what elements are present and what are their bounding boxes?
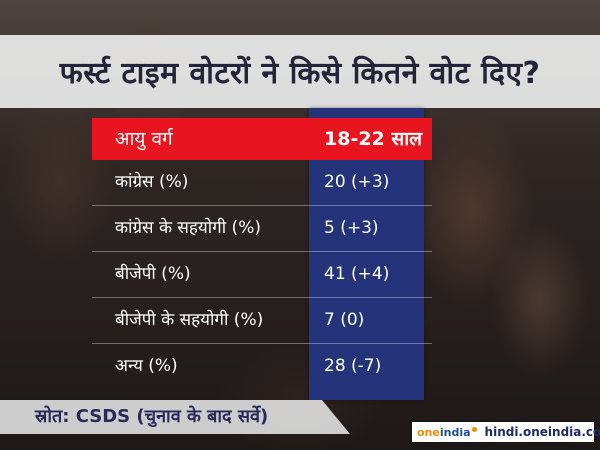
oneindia-logo: one india (412, 422, 481, 442)
page-title: फर्स्ट टाइम वोटरों ने किसे कितने वोट दिए… (59, 56, 541, 91)
source-text: स्रोत: CSDS (चुनाव के बाद सर्वे) (35, 406, 269, 427)
logo-one-text: one (417, 425, 440, 439)
brand-url: hindi.oneindia.com (484, 425, 600, 439)
source-banner: स्रोत: CSDS (चुनाव के बाद सर्वे) (0, 400, 350, 434)
row-label: बीजेपी के सहयोगी (%) (115, 310, 264, 330)
row-value: 7 (0) (324, 310, 365, 330)
row-label: अन्य (%) (115, 356, 178, 376)
row-label: कांग्रेस के सहयोगी (%) (115, 218, 261, 238)
table-row: बीजेपी के सहयोगी (%) 7 (0) (92, 300, 432, 344)
header-label: आयु वर्ग (115, 128, 173, 150)
table-row: बीजेपी (%) 41 (+4) (92, 254, 432, 298)
table-header-row: आयु वर्ग 18-22 साल (92, 118, 432, 160)
row-label: बीजेपी (%) (115, 264, 191, 284)
row-value: 28 (-7) (324, 356, 382, 376)
table-row: कांग्रेस के सहयोगी (%) 5 (+3) (92, 208, 432, 252)
header-value: 18-22 साल (324, 128, 423, 150)
row-value: 20 (+3) (324, 172, 390, 192)
logo-dot-icon (471, 426, 477, 432)
row-label: कांग्रेस (%) (115, 172, 189, 192)
table-row: अन्य (%) 28 (-7) (92, 346, 432, 390)
logo-india-text: india (439, 425, 471, 439)
row-value: 5 (+3) (324, 218, 379, 238)
table-row: कांग्रेस (%) 20 (+3) (92, 162, 432, 206)
row-value: 41 (+4) (324, 264, 390, 284)
title-banner: फर्स्ट टाइम वोटरों ने किसे कितने वोट दिए… (0, 35, 600, 108)
brand-footer: oneindia hindi.oneindia.com (412, 422, 600, 442)
